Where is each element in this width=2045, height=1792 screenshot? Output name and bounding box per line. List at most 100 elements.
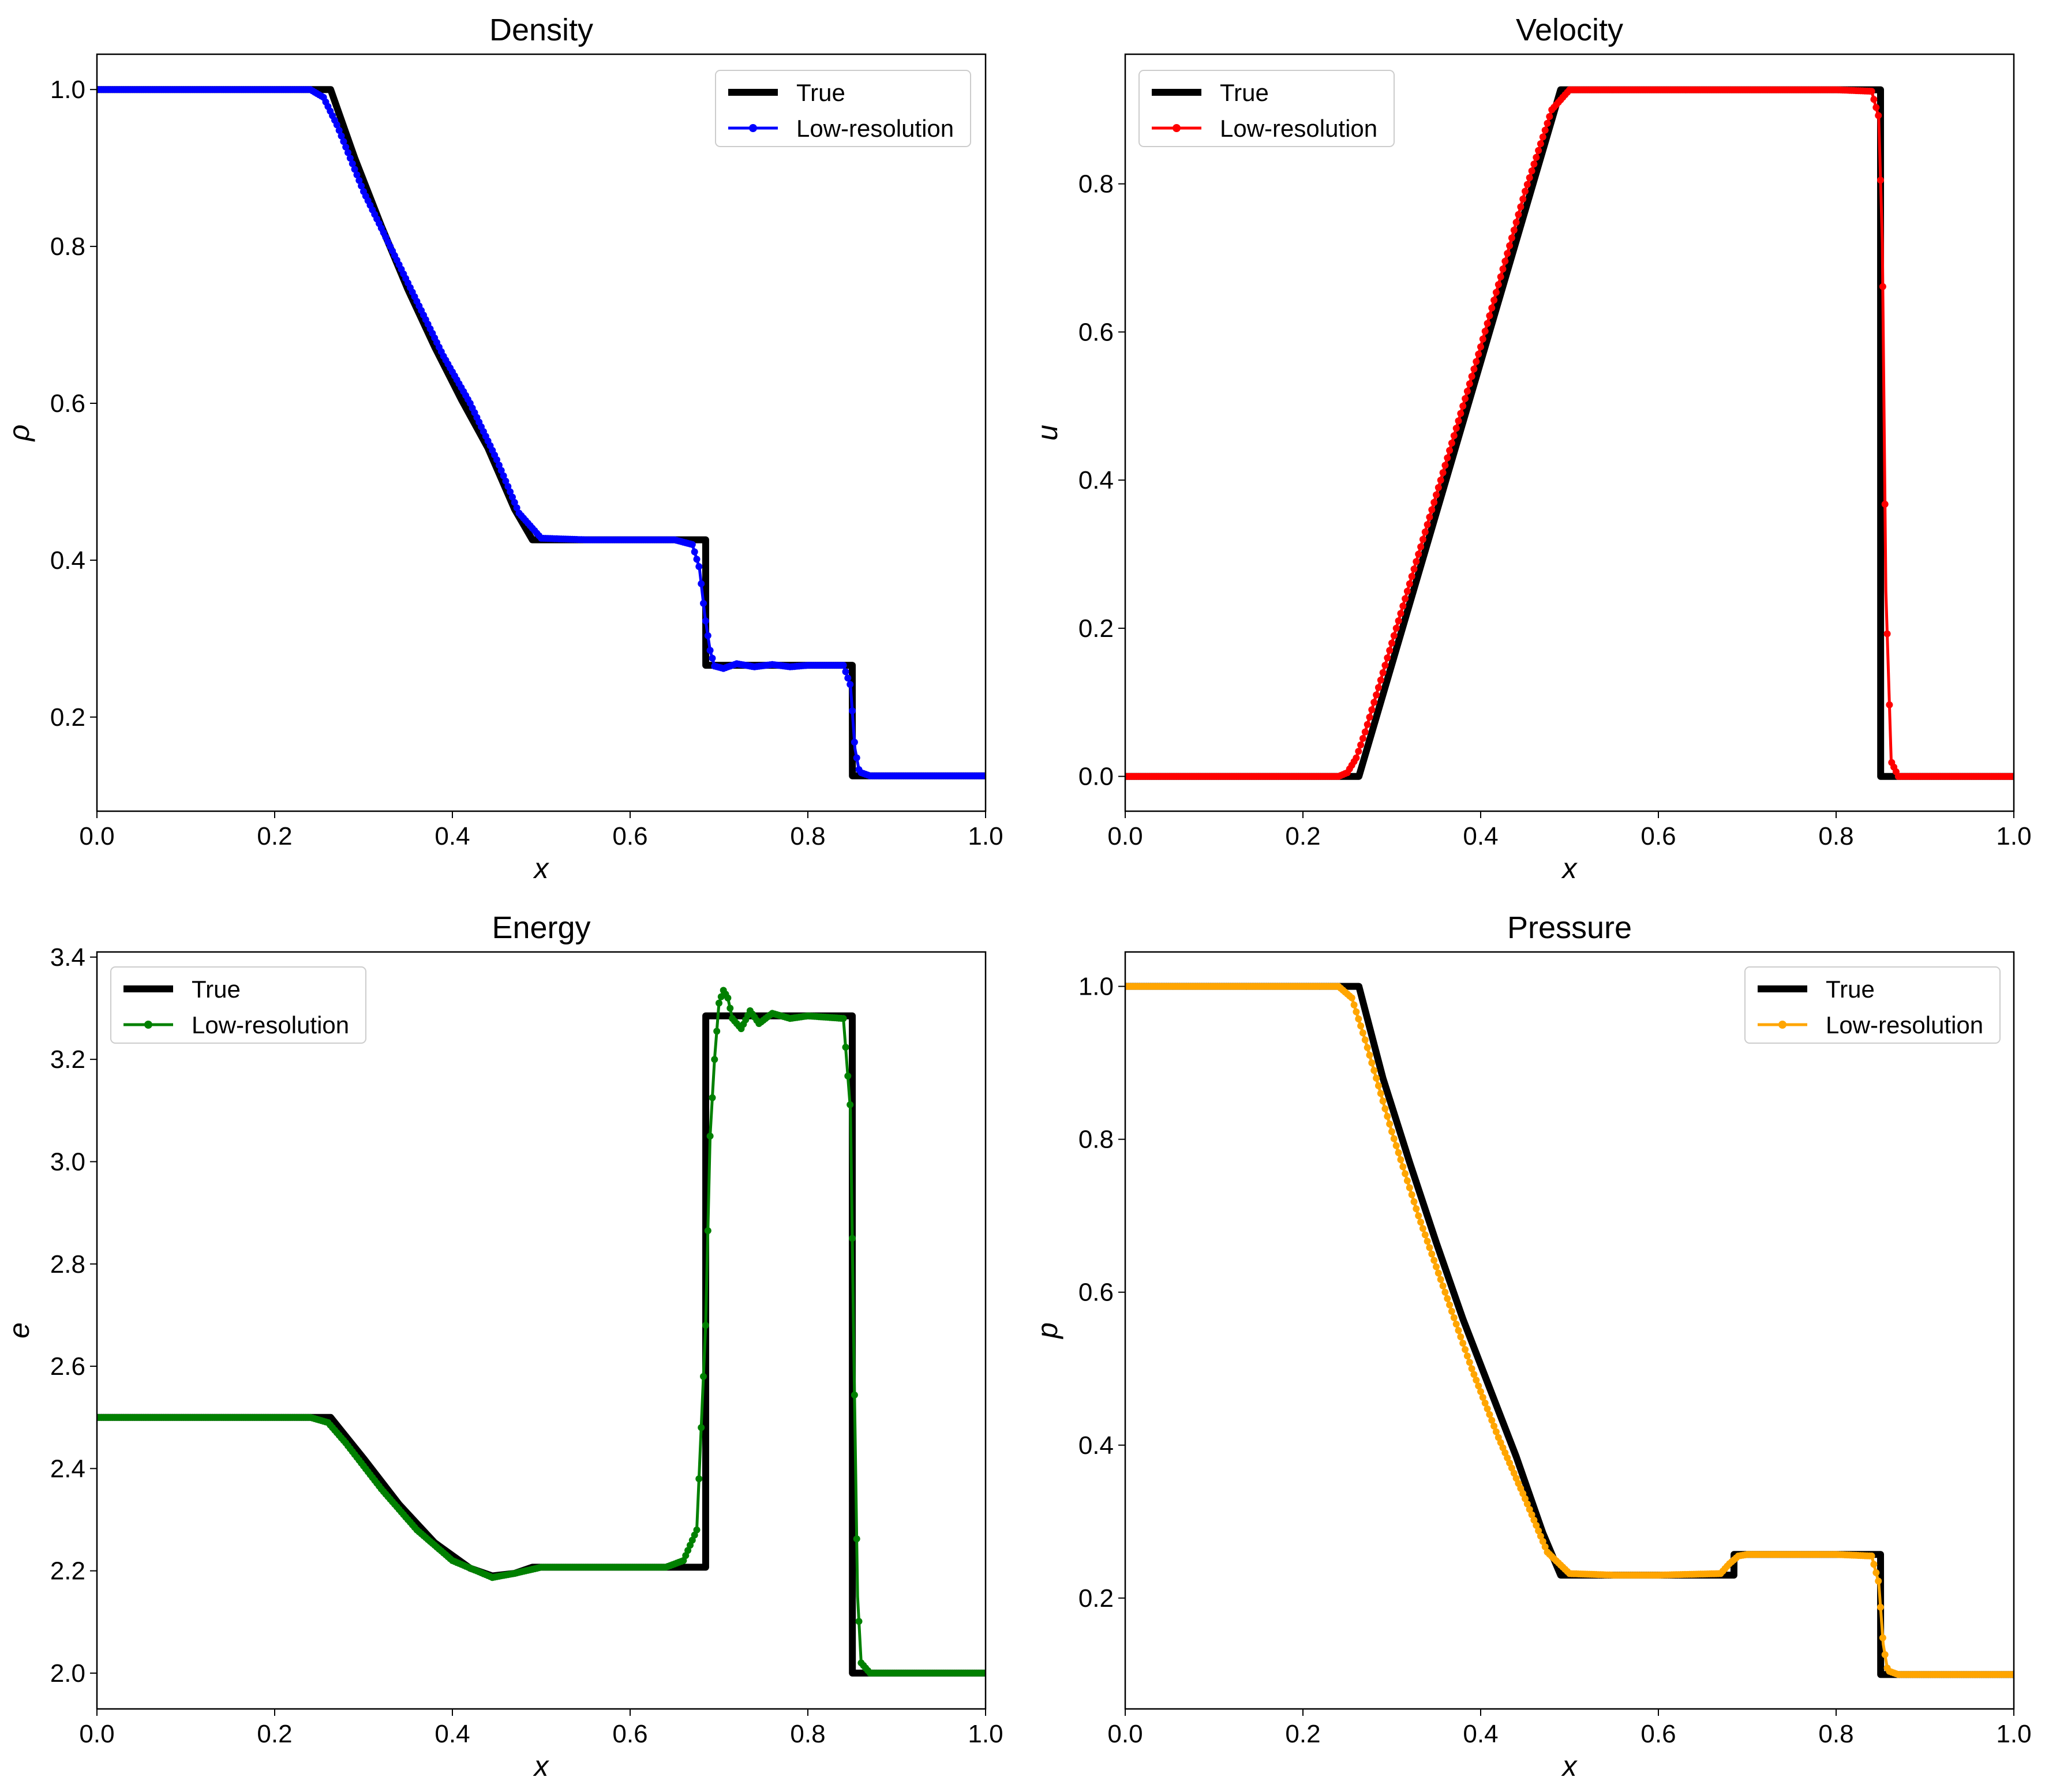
data-point [509, 493, 516, 501]
data-point [1395, 617, 1402, 625]
data-point [1366, 1051, 1373, 1059]
data-point [1399, 1163, 1407, 1171]
data-point [1506, 242, 1514, 249]
data-point [704, 1227, 711, 1235]
chart-title: Energy [492, 910, 590, 945]
data-point [1386, 647, 1394, 654]
legend-label: True [796, 79, 845, 106]
data-point [1457, 410, 1465, 417]
data-point [1457, 1333, 1465, 1340]
data-point [1379, 669, 1387, 676]
data-point [693, 556, 701, 563]
data-point [855, 1618, 863, 1625]
data-point [1450, 432, 1458, 440]
data-point [1402, 1170, 1409, 1178]
x-tick-label: 0.8 [790, 1720, 825, 1748]
data-point [1357, 1022, 1365, 1030]
data-point [1459, 402, 1467, 410]
data-point [982, 772, 986, 779]
data-point [1470, 1371, 1478, 1378]
data-point [1426, 513, 1433, 521]
data-point [1441, 462, 1449, 469]
data-point [1481, 1399, 1489, 1407]
data-point [1462, 1346, 1469, 1354]
data-point [1881, 1651, 1889, 1658]
data-point [1450, 1314, 1458, 1321]
data-point [1484, 320, 1491, 327]
data-point [1515, 211, 1522, 218]
data-point [1490, 297, 1498, 304]
data-point [1366, 714, 1373, 721]
y-tick-label: 2.0 [50, 1659, 85, 1688]
legend-label: Low-resolution [1826, 1011, 1983, 1039]
data-point [1508, 234, 1515, 242]
y-tick-label: 2.4 [50, 1454, 85, 1483]
panel-energy: Energy 0.0 0.2 0.4 0.6 0.8 1.0 2.0 2.2 2.4 2.6 2.8 3… [3, 910, 1003, 1782]
data-point [1359, 734, 1366, 742]
data-point [1439, 1282, 1447, 1289]
data-point [1353, 1008, 1360, 1015]
x-tick-label: 0.6 [1641, 822, 1676, 850]
data-point [1484, 1405, 1491, 1412]
data-point [1368, 1059, 1376, 1067]
data-point [1435, 1269, 1442, 1277]
data-point [1417, 1219, 1425, 1226]
legend-marker [1778, 1021, 1786, 1029]
data-point [1877, 1603, 1884, 1611]
data-point [1377, 676, 1384, 684]
x-tick-label: 0.8 [790, 822, 825, 850]
legend: True Low-resolution [110, 966, 366, 1044]
y-tick-label: 3.4 [50, 943, 85, 972]
legend-box [1138, 70, 1395, 147]
data-point [1463, 388, 1471, 395]
data-point [1881, 500, 1889, 508]
data-point [1435, 484, 1442, 491]
x-axis-label: x [533, 1750, 550, 1782]
data-point [2010, 1671, 2014, 1678]
panel-velocity: Velocity 0.0 0.2 0.4 0.6 0.8 1.0 0.0 0.2 0.4 0.6 0.… [1031, 13, 2032, 884]
x-tick-label: 0.6 [612, 1720, 647, 1748]
data-point [333, 121, 340, 129]
y-tick-label: 0.4 [1078, 466, 1114, 494]
data-point [726, 1004, 734, 1012]
y-tick-label: 0.6 [1078, 1279, 1114, 1307]
data-point [1448, 1307, 1455, 1315]
data-point [1355, 1015, 1362, 1022]
data-point [1883, 630, 1891, 638]
data-point [1504, 250, 1511, 257]
data-point [1359, 1029, 1366, 1037]
data-point [1395, 1149, 1402, 1156]
data-point [1437, 477, 1444, 484]
data-point [1433, 1263, 1440, 1270]
data-point [700, 1373, 707, 1380]
data-point [1477, 343, 1484, 351]
data-point [1350, 1001, 1358, 1009]
x-tick-label: 0.2 [257, 1720, 292, 1748]
data-point [1544, 119, 1551, 127]
data-point [702, 617, 709, 625]
data-point [1479, 335, 1486, 343]
data-point [844, 1073, 852, 1079]
data-point [698, 1424, 705, 1431]
data-point [1535, 1527, 1542, 1535]
data-point [1879, 283, 1886, 290]
data-point [1533, 1521, 1540, 1529]
plot-frame [96, 951, 987, 1710]
data-point [1413, 1205, 1420, 1213]
data-point [1522, 1495, 1529, 1502]
data-point [1410, 1198, 1418, 1205]
y-tick-label: 3.0 [50, 1148, 85, 1176]
legend-label: Low-resolution [1220, 115, 1377, 142]
data-point [702, 1322, 709, 1329]
data-point [704, 632, 711, 639]
data-point [1526, 1506, 1533, 1513]
chart-title: Density [489, 13, 593, 47]
data-point [851, 1391, 858, 1399]
legend-marker [749, 124, 757, 132]
series-line-true [97, 86, 986, 779]
data-point [346, 155, 354, 162]
data-point [500, 472, 507, 479]
data-point [1361, 728, 1369, 736]
data-point [724, 994, 732, 1002]
data-point [1479, 1394, 1486, 1401]
